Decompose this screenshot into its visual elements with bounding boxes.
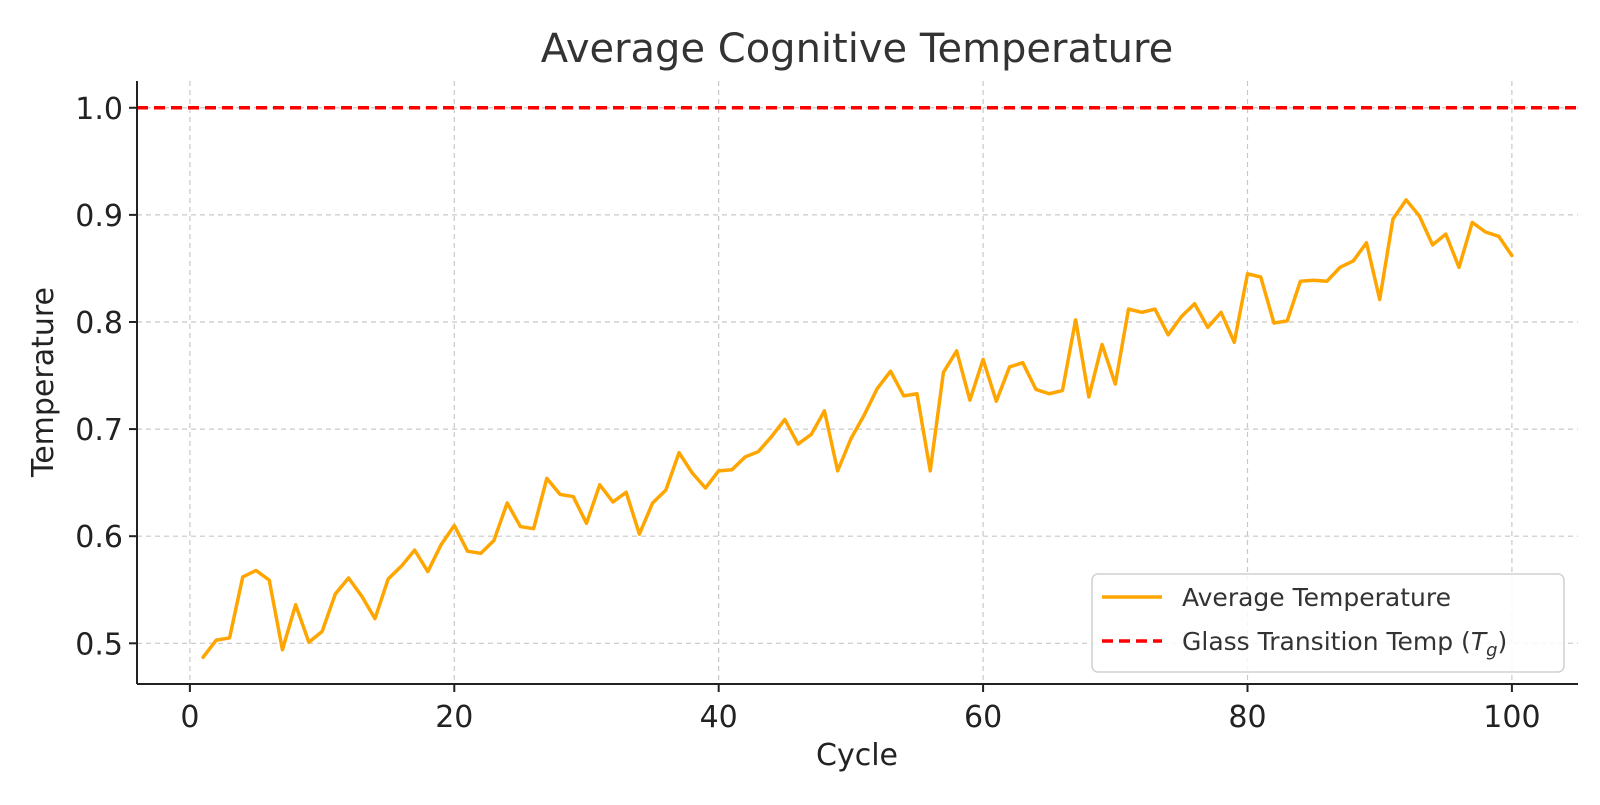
legend-label-average-temperature: Average Temperature	[1182, 583, 1451, 612]
axes-layer	[136, 81, 1578, 685]
ticks-layer: 0 20 40 60 80 100 0.5 0.6 0.7 0.8 0.9 1.0	[75, 92, 1540, 735]
legend-label-subscript: g	[1486, 640, 1497, 661]
x-tick-label: 40	[700, 700, 738, 735]
series-layer	[201, 198, 1514, 659]
chart-title: Average Cognitive Temperature	[541, 26, 1173, 72]
y-tick-label: 0.5	[75, 627, 123, 662]
y-tick-label: 0.6	[75, 520, 123, 555]
y-tick-label: 0.9	[75, 199, 123, 234]
series-line-average-temperature	[201, 198, 1514, 659]
legend-box	[1091, 573, 1565, 673]
legend: Average Temperature Glass Transition Tem…	[1091, 573, 1565, 673]
legend-label-symbol: T	[1471, 627, 1488, 656]
y-tick-label: 0.7	[75, 413, 123, 448]
y-axis-label: Temperature	[26, 287, 61, 478]
legend-label-glass-transition: Glass Transition Temp (Tg)	[1182, 627, 1507, 661]
y-tick-label: 1.0	[75, 92, 123, 127]
x-tick-label: 80	[1228, 700, 1266, 735]
x-axis-label: Cycle	[816, 738, 898, 773]
x-tick-label: 20	[435, 700, 473, 735]
x-tick-label: 100	[1483, 700, 1540, 735]
x-tick-label: 0	[180, 700, 199, 735]
legend-label-prefix: Glass Transition Temp (	[1182, 627, 1471, 656]
y-tick-label: 0.8	[75, 306, 123, 341]
legend-label-suffix: )	[1498, 627, 1508, 656]
x-tick-label: 60	[964, 700, 1002, 735]
